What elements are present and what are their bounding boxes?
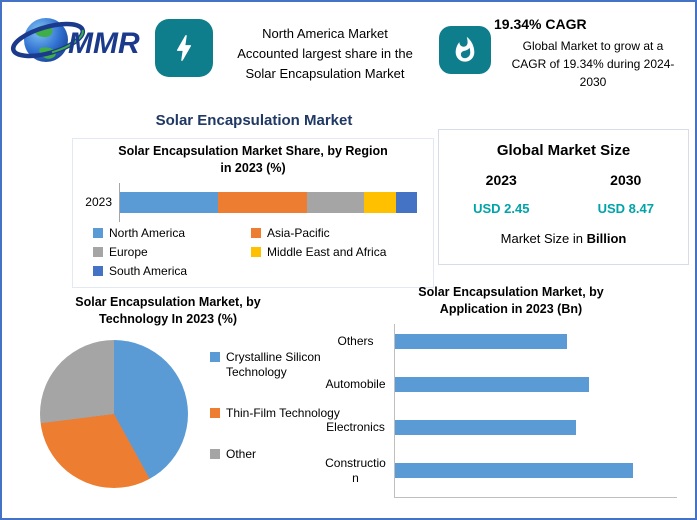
region-category-label: 2023 <box>85 195 112 210</box>
application-axis-x <box>394 497 677 498</box>
bar-segment-south-america <box>396 191 417 213</box>
legend-swatch <box>251 246 261 257</box>
legend-swatch <box>210 408 220 418</box>
globe-icon: MMR <box>10 18 140 62</box>
legend-item-north-america: North America <box>93 226 251 241</box>
legend-swatch <box>93 265 103 276</box>
legend-swatch <box>210 449 220 459</box>
technology-legend: Crystalline Silicon Technology Thin-Film … <box>210 350 350 462</box>
cagr-block: 19.34% CAGR Global Market to grow at a C… <box>494 16 692 91</box>
legend-item-other: Other <box>210 447 350 462</box>
legend-label: Crystalline Silicon Technology <box>226 350 321 379</box>
legend-item-europe: Europe <box>93 245 251 260</box>
flame-icon <box>455 36 475 62</box>
bar-track <box>394 377 677 392</box>
cagr-line: CAGR of 19.34% during 2024- <box>511 57 675 71</box>
technology-chart-title: Solar Encapsulation Market, by Technolog… <box>40 294 296 328</box>
bolt-tile <box>155 19 213 77</box>
bar-track <box>394 420 677 435</box>
note-prefix: Market Size in <box>500 231 584 246</box>
mmr-logo: MMR <box>10 8 152 74</box>
bar-segment-asia-pacific <box>218 191 308 213</box>
legend-label: South America <box>109 263 188 278</box>
region-chart: Solar Encapsulation Market Share, by Reg… <box>72 138 434 288</box>
region-chart-row: 2023 <box>79 182 421 222</box>
region-axis <box>119 182 421 222</box>
bar-label: Others <box>337 334 374 349</box>
technology-title-line1: Solar Encapsulation Market, by <box>75 295 261 309</box>
technology-title-line2: Technology In 2023 (%) <box>99 311 237 326</box>
bar-row-automobile: Automobile <box>324 363 677 406</box>
bar-row-electronics: Electronics <box>324 406 677 449</box>
bar <box>394 463 633 478</box>
bar-segment-middle-east-and-africa <box>363 191 397 213</box>
legend-item-middle-east-and-africa: Middle East and Africa <box>251 245 427 260</box>
legend-item-south-america: South America <box>93 264 251 279</box>
application-chart-title: Solar Encapsulation Market, by Applicati… <box>387 284 635 318</box>
cagr-line: Global Market to grow at a <box>522 39 664 53</box>
bar-label: Electronics <box>326 420 385 435</box>
bar <box>394 420 577 435</box>
bar-label: Automobile <box>325 377 386 392</box>
application-axis-y <box>394 324 395 498</box>
highlight-left-text: North America Market Accounted largest s… <box>217 24 433 84</box>
bar-track <box>394 334 677 349</box>
value-start: USD 2.45 <box>473 201 530 216</box>
application-rows: Others Automobile Electronics Construction <box>324 320 687 504</box>
market-size-years: 2023 2030 <box>439 172 688 188</box>
bar-row-construction: Construction <box>324 449 677 492</box>
region-chart-title-line2: in 2023 (%) <box>220 160 286 175</box>
logo-text: MMR <box>68 27 140 60</box>
legend-label: North America <box>109 225 186 240</box>
highlight-line: North America Market <box>262 26 388 41</box>
legend-swatch <box>251 227 261 238</box>
legend-label: Thin-Film Technology <box>226 406 340 420</box>
legend-item-thin-film-technology: Thin-Film Technology <box>210 406 350 421</box>
year-end: 2030 <box>610 172 642 188</box>
page-title: Solar Encapsulation Market <box>155 112 353 129</box>
market-size-title: Global Market Size <box>496 142 631 159</box>
cagr-text: Global Market to grow at a CAGR of 19.34… <box>494 37 692 91</box>
bar <box>394 377 589 392</box>
region-stacked-bar <box>120 191 417 213</box>
application-title-line1: Solar Encapsulation Market, by <box>418 285 604 299</box>
flame-tile <box>439 26 491 74</box>
legend-swatch <box>93 227 103 238</box>
legend-label: Asia-Pacific <box>267 225 330 240</box>
technology-pie <box>40 340 188 488</box>
legend-label: Middle East and Africa <box>267 244 387 259</box>
region-legend: North America Asia-Pacific Europe Middle Ea… <box>93 226 427 279</box>
legend-swatch <box>93 246 103 257</box>
legend-label: Other <box>226 447 257 461</box>
bar-label: Construction <box>325 456 386 485</box>
year-start: 2023 <box>485 172 517 188</box>
note-unit: Billion <box>586 231 627 246</box>
bar-track <box>394 463 677 478</box>
highlight-line: Solar Encapsulation Market <box>245 66 405 82</box>
market-size-values: USD 2.45 USD 8.47 <box>439 201 688 216</box>
application-title-line2: Application in 2023 (Bn) <box>439 301 583 316</box>
bolt-icon <box>176 35 192 61</box>
legend-item-asia-pacific: Asia-Pacific <box>251 226 427 241</box>
bar <box>394 334 567 349</box>
region-chart-title-line1: Solar Encapsulation Market Share, by Reg… <box>118 144 388 158</box>
market-size-panel: Global Market Size 2023 2030 USD 2.45 US… <box>438 129 689 265</box>
region-chart-title: Solar Encapsulation Market Share, by Reg… <box>79 143 427 177</box>
bar-segment-europe <box>307 191 364 213</box>
legend-swatch <box>210 352 220 362</box>
bar-segment-north-america <box>120 191 218 213</box>
bar-row-others: Others <box>324 320 677 363</box>
application-chart: Others Automobile Electronics Construction <box>324 320 687 504</box>
market-size-note: Market Size in Billion <box>439 231 688 246</box>
cagr-title: 19.34% CAGR <box>494 16 587 32</box>
value-end: USD 8.47 <box>597 201 654 216</box>
highlight-line: Accounted largest share in the <box>237 46 413 62</box>
legend-label: Europe <box>109 244 148 259</box>
legend-item-crystalline-silicon-technology: Crystalline Silicon Technology <box>210 350 350 380</box>
cagr-line: 2030 <box>579 75 607 89</box>
